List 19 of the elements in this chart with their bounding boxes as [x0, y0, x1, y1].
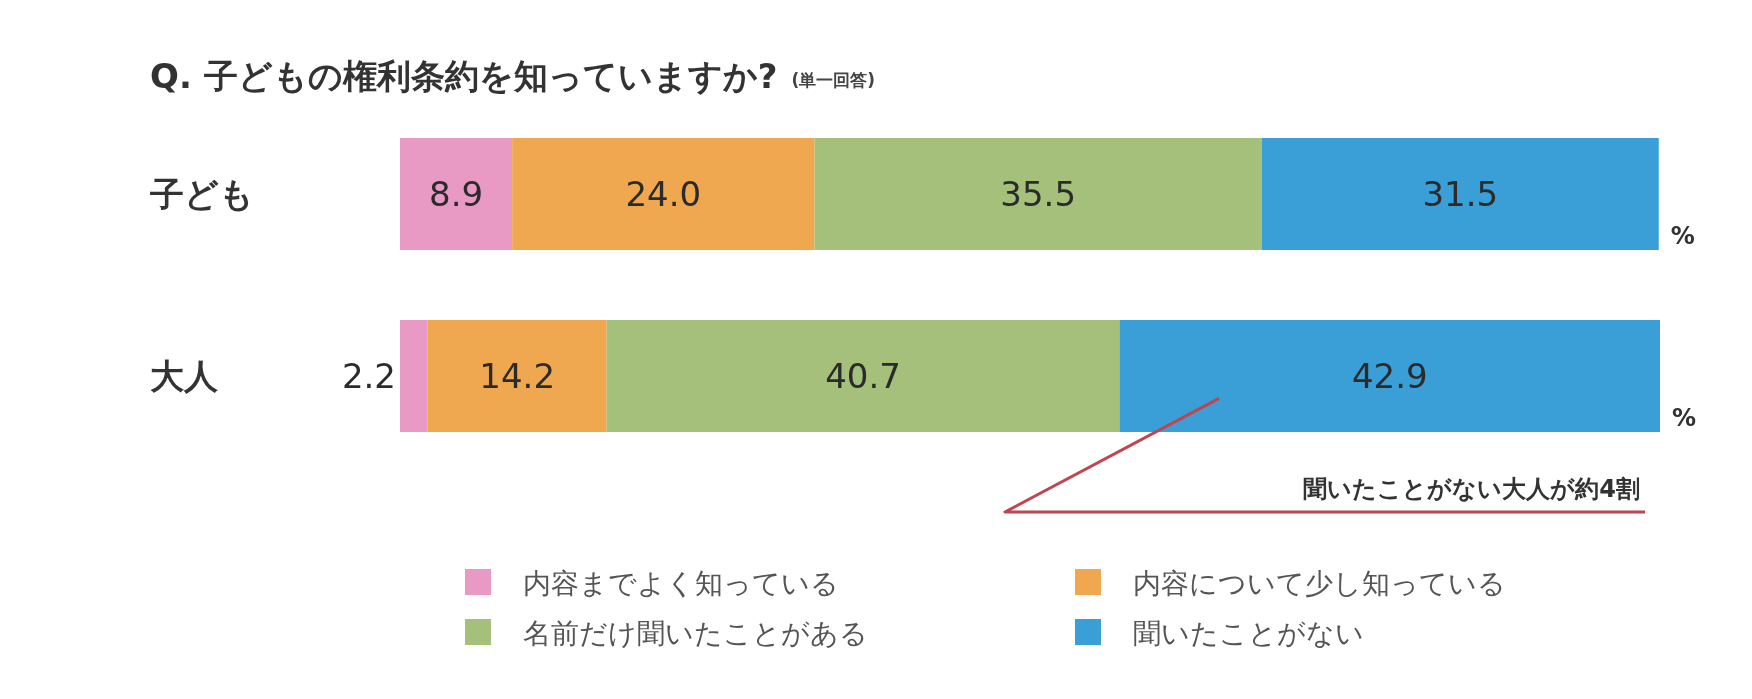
data-label: 24.0 [625, 174, 702, 214]
legend-label: 内容までよく知っている [523, 567, 839, 600]
text: % [1672, 404, 1697, 432]
text: 聞いたことがない大人が約4割 [1303, 475, 1640, 503]
chart-subtitle: (単一回答) [791, 70, 875, 90]
data-label: 35.5 [1000, 174, 1077, 214]
data-label: 2.2 [341, 356, 396, 396]
text: % [1670, 222, 1695, 250]
data-label: 8.9 [429, 174, 484, 214]
data-label: 40.7 [825, 356, 901, 396]
chart-title: Q. 子どもの権利条約を知っていますか? [150, 56, 778, 96]
legend-label: 名前だけ聞いたことがある [523, 617, 868, 650]
legend-label: 内容について少し知っている [1133, 567, 1506, 600]
y-tick-label: 子ども [149, 174, 254, 214]
data-label: 14.2 [479, 356, 556, 396]
y-tick-label: 大人 [150, 356, 219, 396]
legend-label: 聞いたことがない [1133, 617, 1364, 650]
data-label: 31.5 [1422, 174, 1499, 214]
data-label: 42.9 [1351, 356, 1428, 396]
